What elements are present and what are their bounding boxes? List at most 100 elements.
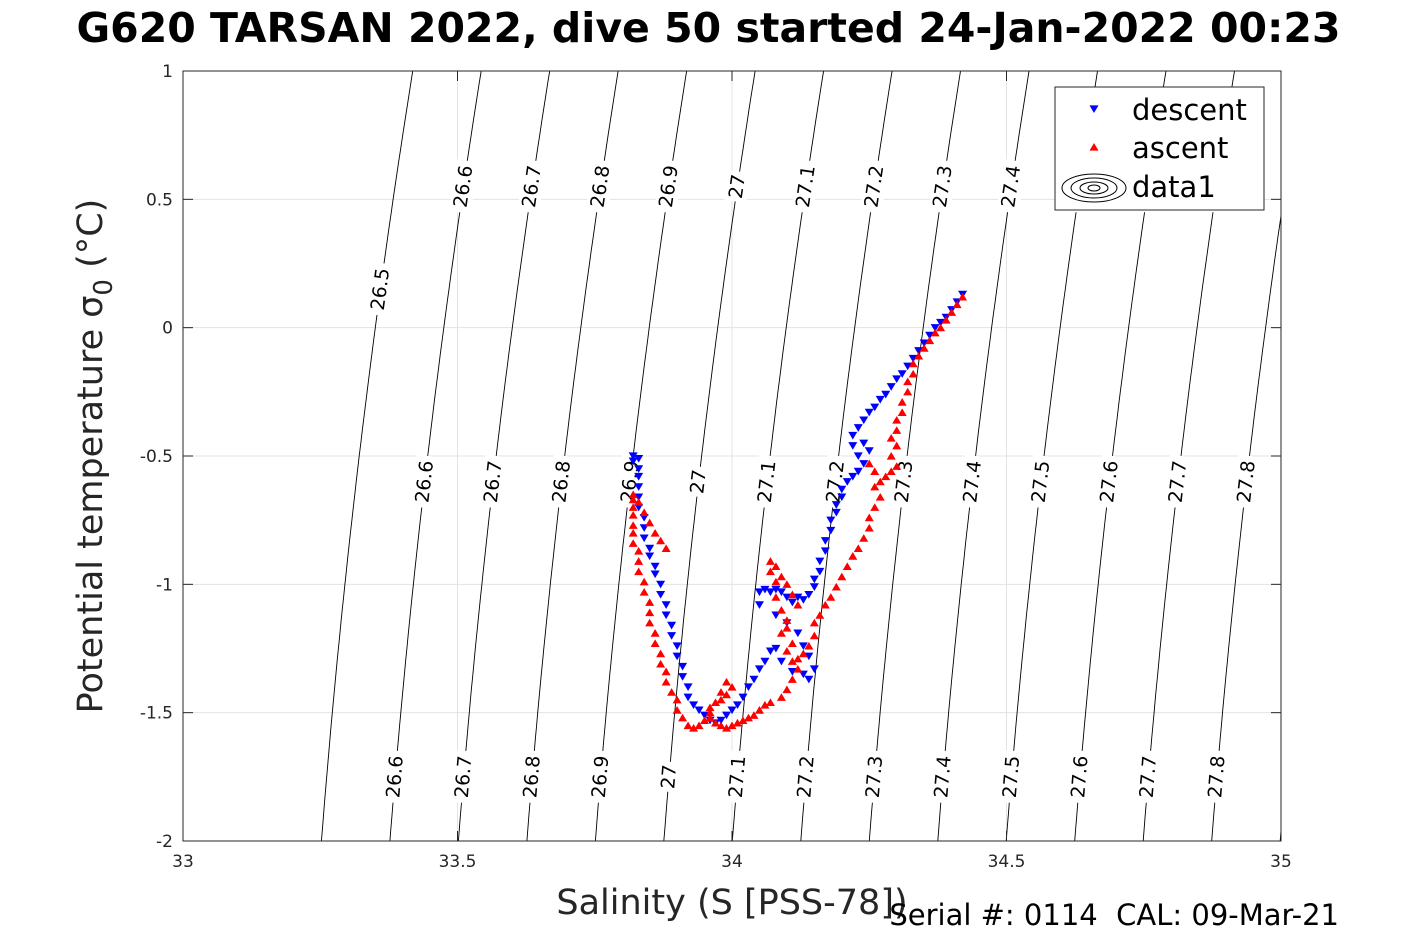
contour-label: 26.7 (450, 749, 477, 804)
ascent-point (787, 657, 797, 665)
contour-label-text: 27.1 (792, 164, 820, 209)
ascent-point (941, 315, 951, 324)
ascent-point (656, 536, 666, 545)
descent-point (870, 403, 880, 412)
ascent-point (919, 344, 929, 352)
ascent-point (661, 667, 671, 676)
ascent-point (930, 328, 940, 337)
descent-point (853, 452, 863, 461)
descent-point (732, 701, 742, 710)
contour-label-text: 26.7 (451, 755, 476, 799)
ascent-point (650, 528, 660, 537)
ascent-point (754, 706, 764, 714)
ascent-point (634, 498, 644, 506)
ascent-point (678, 713, 688, 722)
descent-point (886, 383, 896, 391)
descent-point (804, 652, 814, 661)
ascent-point (875, 493, 885, 501)
contour-label-text: 27.1 (725, 755, 750, 799)
descent-point (809, 665, 819, 674)
descent-point (831, 508, 841, 517)
contour-label-text: 27.2 (860, 164, 888, 209)
ascent-point (875, 477, 885, 486)
ascent-point (765, 567, 775, 576)
ascent-point (804, 641, 814, 650)
ascent-point (864, 513, 874, 522)
ascent-point (656, 659, 666, 668)
ascent-point (793, 654, 803, 663)
descent-point (859, 416, 869, 425)
contour-label: 27.6 (1095, 454, 1124, 509)
legend-box (1054, 86, 1265, 211)
contour-label: 27.4 (996, 159, 1026, 214)
descent-point (760, 585, 770, 594)
descent-point (760, 657, 770, 666)
descent-point (650, 570, 660, 579)
descent-point (645, 552, 655, 561)
ascent-point (661, 544, 671, 552)
descent-point (809, 583, 819, 591)
contour-label-text: 27.4 (959, 459, 986, 504)
contour-label-text: 27.3 (862, 755, 887, 799)
ascent-point (897, 408, 907, 416)
y-axis-label-subscript: 0 (89, 279, 119, 296)
isopycnal-26.5 (320, 71, 414, 841)
ascent-point (656, 649, 666, 658)
descent-point (798, 642, 808, 650)
descent-point (700, 711, 710, 720)
contour-label: 27.8 (1203, 749, 1231, 804)
ascent-point (634, 546, 644, 555)
legend-contour-icon (1087, 184, 1101, 192)
x-axis-ticks: 33 33.5 34 34.5 35 (172, 71, 1292, 872)
y-tick-label: -1 (156, 575, 173, 595)
ascent-point (694, 721, 704, 730)
descent-point (804, 675, 814, 684)
ascent-point (700, 716, 710, 724)
ascent-point (645, 598, 655, 606)
descent-point (776, 588, 786, 597)
contour-label: 26.8 (518, 749, 546, 804)
contour-label-text: 27.8 (1233, 459, 1260, 504)
descent-point (853, 467, 863, 476)
legend-label-descent: descent (1132, 93, 1247, 127)
chart-title: G620 TARSAN 2022, dive 50 started 24-Jan… (76, 4, 1341, 52)
descent-point (831, 501, 841, 509)
ascent-point (793, 600, 803, 609)
ascent-point (661, 677, 671, 686)
descent-point (628, 457, 638, 466)
ascent-point (782, 580, 792, 588)
ascent-point (650, 629, 660, 637)
descent-point (815, 567, 825, 576)
ascent-point (881, 472, 891, 481)
descent-point (804, 591, 814, 599)
contour-label: 27.4 (958, 454, 987, 509)
descent-point (689, 701, 699, 710)
ascent-point (908, 359, 918, 368)
descent-point (656, 591, 666, 599)
contour-label: 27.1 (724, 749, 751, 804)
y-axis-label-main: Potential temperature σ (71, 296, 111, 714)
descent-point (798, 596, 808, 604)
descent-point (859, 460, 869, 468)
ascent-point (771, 562, 781, 570)
contour-label: 27.4 (929, 749, 957, 804)
contour-label: 27.7 (1135, 749, 1162, 804)
descent-point (848, 442, 858, 450)
descent-point (859, 439, 869, 448)
descent-point (842, 478, 852, 486)
ascent-point (738, 716, 748, 724)
contour-label: 27.2 (792, 749, 820, 804)
ascent-point (705, 713, 715, 722)
legend-contour-icon (1079, 181, 1109, 195)
contour-label-text: 27.1 (754, 459, 781, 504)
descent-point (656, 580, 666, 589)
ascent-point (628, 490, 638, 499)
descent-point (782, 593, 792, 602)
descent-point (634, 483, 644, 491)
ascent-point (903, 377, 913, 386)
legend-label-data1: data1 (1132, 170, 1216, 204)
descent-point (639, 534, 649, 543)
x-tick-label: 34 (721, 852, 743, 872)
ascent-point (645, 518, 655, 527)
isopycnal-27.9 (1279, 824, 1281, 841)
